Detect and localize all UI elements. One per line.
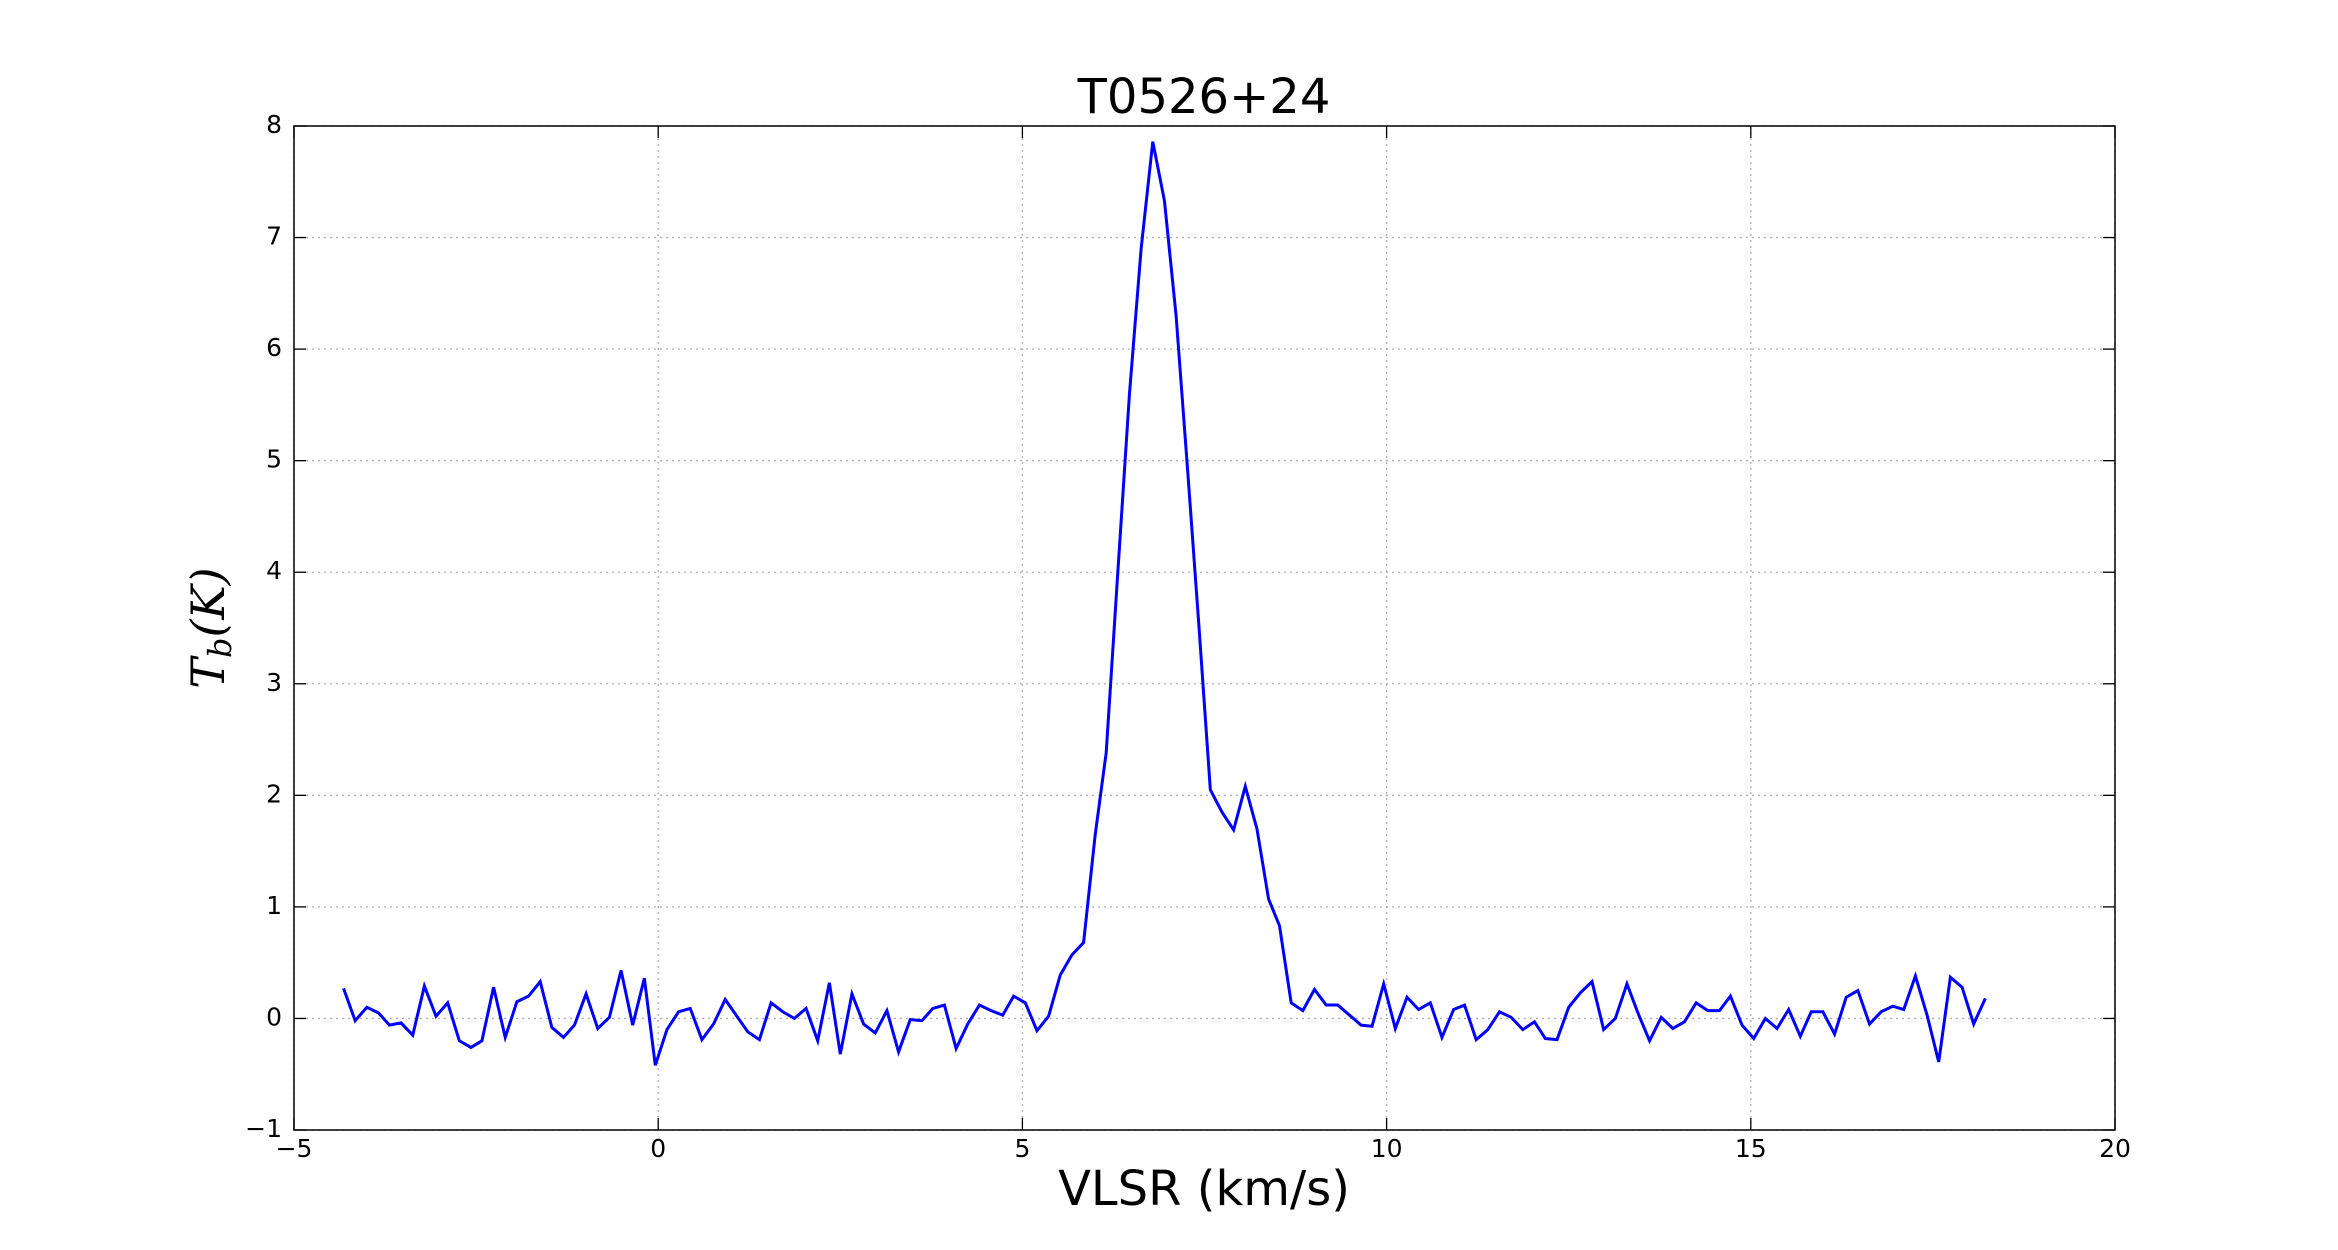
x-tick-label: 15 <box>1735 1134 1767 1163</box>
chart-title: T0526+24 <box>1077 69 1331 125</box>
plot-frame <box>293 125 2116 1131</box>
x-tick-label: 5 <box>1014 1134 1030 1163</box>
y-tick-label: 4 <box>266 556 282 585</box>
y-label-rest: (K) <box>181 567 235 637</box>
x-tick-label: 10 <box>1371 1134 1403 1163</box>
y-tick-label: 7 <box>266 222 282 251</box>
x-tick-label: 0 <box>650 1134 666 1163</box>
y-tick-label: −1 <box>245 1114 282 1143</box>
y-tick-label: 0 <box>266 1002 282 1031</box>
y-tick-label: 1 <box>266 891 282 920</box>
y-tick-label: 6 <box>266 333 282 362</box>
y-label-main: T <box>181 655 235 689</box>
y-axis-label: Tb(K) <box>181 567 239 688</box>
y-tick-label: 5 <box>266 445 282 474</box>
y-tick-label: 8 <box>266 110 282 139</box>
x-tick-label: −5 <box>276 1134 313 1163</box>
data-line <box>342 141 1987 1066</box>
y-tick-label: 2 <box>266 779 282 808</box>
x-tick-label: 20 <box>2099 1134 2131 1163</box>
y-tick-label: 3 <box>266 668 282 697</box>
y-label-sub: b <box>201 638 239 658</box>
x-axis-label: VLSR (km/s) <box>1058 1161 1350 1217</box>
